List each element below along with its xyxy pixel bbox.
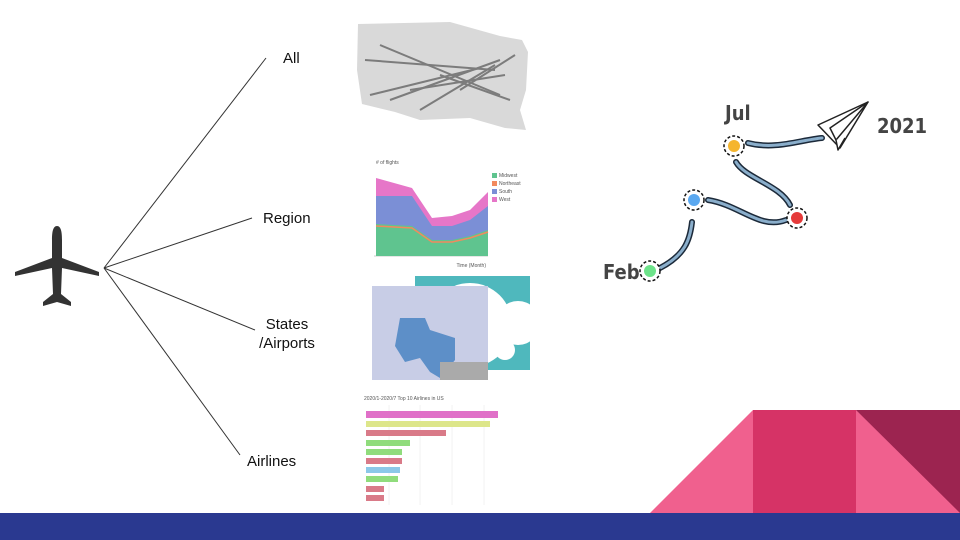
thumb-legend: West — [499, 197, 511, 203]
us-map-thumbnail — [357, 22, 528, 130]
bar-chart-thumbnail: 2020/1-2020/7 Top 10 Airlines in US — [364, 396, 498, 505]
timeline-path — [657, 135, 825, 271]
footer-band — [0, 513, 960, 540]
branch-label: /Airports — [259, 335, 315, 352]
timeline-year: 2021 — [877, 114, 927, 138]
thumb-title: 2020/1-2020/7 Top 10 Airlines in US — [364, 396, 444, 402]
branch-label: States — [266, 316, 309, 333]
branch-label: All — [283, 50, 300, 67]
timeline-end: Jul — [724, 101, 751, 125]
area-chart-thumbnail: # of flights Time (Month) Midwest Northe… — [374, 160, 521, 269]
thumb-legend: Midwest — [499, 173, 518, 179]
thumb-legend: South — [499, 189, 512, 195]
paper-plane-icon — [817, 101, 869, 151]
timeline-dots — [639, 135, 808, 282]
thumb-axis-label: Time (Month) — [456, 263, 486, 269]
branch-lines — [103, 57, 267, 456]
branch-label: Airlines — [247, 453, 296, 470]
branch-label: Region — [263, 210, 311, 227]
states-thumbnail — [372, 276, 540, 380]
timeline-start: Feb — [603, 260, 640, 284]
corner-decoration — [650, 410, 960, 513]
thumb-legend: Northeast — [499, 181, 521, 187]
thumb-title: # of flights — [376, 160, 399, 166]
airplane-icon — [15, 226, 99, 306]
